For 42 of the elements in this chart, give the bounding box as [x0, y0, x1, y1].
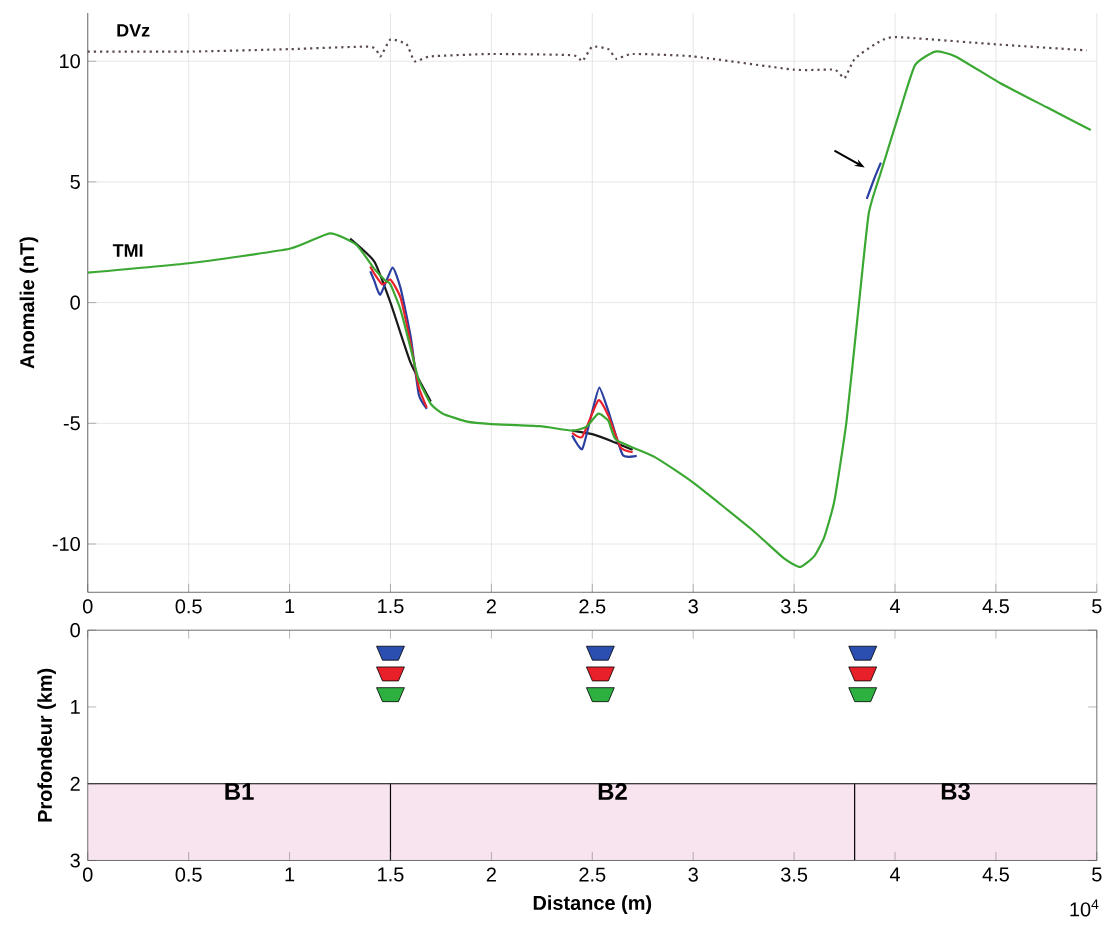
x-tick-label: 4.5 — [982, 867, 1009, 882]
y-tick-label: 10 — [60, 54, 80, 69]
annotation: B3 — [941, 782, 970, 800]
x-tick-label: 2 — [486, 599, 496, 614]
y-axis-title: Anomalie (nT) — [19, 237, 39, 369]
line-series — [86, 35, 1088, 80]
x-tick-label: 3.5 — [780, 599, 808, 614]
x-tick-label: 2.5 — [579, 867, 606, 882]
annotation: B2 — [598, 782, 627, 800]
x-tick-label: 5 — [1092, 599, 1102, 614]
annotation: DVz — [117, 24, 150, 37]
x-tick-label: 1.5 — [378, 867, 404, 882]
text: 10$^{4}$ — [1070, 899, 1099, 917]
x-tick-label: 2 — [486, 867, 496, 882]
line-series — [86, 50, 1092, 568]
x-tick-label: 1 — [285, 867, 295, 882]
x-tick-label: 4 — [889, 867, 900, 882]
x-tick-label: 4.5 — [982, 599, 1009, 614]
annotation: TMI — [112, 244, 143, 257]
y-axis-title: Profondeur (km) — [37, 668, 56, 822]
x-tick-label: 0.5 — [175, 867, 202, 882]
x-axis-title: Distance (m) — [533, 895, 652, 914]
y-tick-label: 0 — [70, 295, 80, 310]
y-tick-label: -10 — [52, 536, 80, 551]
x-tick-label: 3.5 — [780, 867, 808, 882]
x-tick-label: 2.5 — [579, 599, 606, 614]
y-tick-label: 2 — [70, 776, 80, 791]
y-tick-label: 3 — [70, 853, 80, 868]
x-tick-label: 3 — [688, 599, 698, 614]
x-tick-label: 1 — [285, 599, 295, 613]
x-tick-label: 5 — [1092, 867, 1102, 882]
x-tick-label: 4 — [889, 599, 900, 613]
y-tick-label: -5 — [63, 416, 80, 431]
x-tick-label: 0.5 — [175, 599, 202, 614]
x-tick-label: 3 — [688, 867, 698, 882]
x-tick-label: 1.5 — [378, 599, 404, 614]
y-tick-label: 1 — [71, 699, 80, 714]
y-tick-label: 0 — [70, 623, 80, 638]
annotation: B1 — [225, 783, 254, 800]
x-tick-label: 0 — [82, 867, 93, 882]
y-tick-label: 5 — [70, 174, 80, 189]
x-tick-label: 0 — [82, 599, 93, 614]
